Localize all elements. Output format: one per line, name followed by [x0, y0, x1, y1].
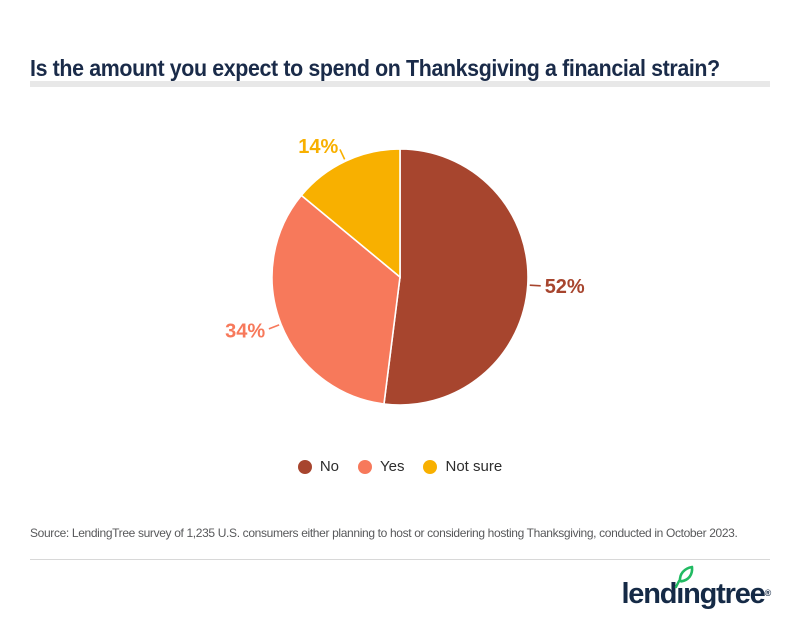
- pie-chart: 52% 34% 14%: [200, 112, 600, 452]
- pie-label-not-sure: 14%: [298, 136, 338, 158]
- leaf-icon: [675, 565, 694, 589]
- chart-legend: No Yes Not sure: [0, 458, 800, 475]
- pie-label-leader-no: [529, 284, 541, 287]
- page-title: Is the amount you expect to spend on Tha…: [30, 55, 720, 82]
- legend-label-not-sure: Not sure: [445, 458, 503, 475]
- legend-marker-yes: [358, 459, 372, 474]
- brand-logo-text: lendıngtree®: [621, 565, 772, 610]
- legend-item-not-sure: Not sure: [423, 458, 502, 475]
- footer-divider: [30, 559, 770, 560]
- brand-logo: lendıngtree®: [621, 565, 772, 620]
- title-divider: [30, 81, 770, 87]
- legend-item-no: No: [297, 458, 339, 475]
- legend-marker-not-sure: [423, 459, 438, 474]
- pie-slice-no[interactable]: [383, 148, 529, 406]
- pie-label-yes: 34%: [225, 320, 265, 342]
- legend-marker-no: [297, 459, 312, 474]
- legend-item-yes: Yes: [358, 458, 404, 475]
- pie-label-no: 52%: [545, 276, 585, 298]
- brand-logo-wordmark: lendıngtree: [621, 578, 765, 610]
- trademark-symbol: ®: [764, 588, 772, 598]
- legend-label-no: No: [319, 458, 339, 475]
- pie-label-leader-yes: [268, 324, 280, 330]
- legend-label-yes: Yes: [380, 458, 405, 475]
- pie-label-leader-not-sure: [339, 149, 346, 160]
- pie-slice-not-sure[interactable]: [300, 148, 401, 279]
- pie-slice-yes[interactable]: [271, 194, 401, 405]
- source-note: Source: LendingTree survey of 1,235 U.S.…: [30, 526, 738, 540]
- pie-chart-svg: 52% 34% 14%: [225, 136, 585, 406]
